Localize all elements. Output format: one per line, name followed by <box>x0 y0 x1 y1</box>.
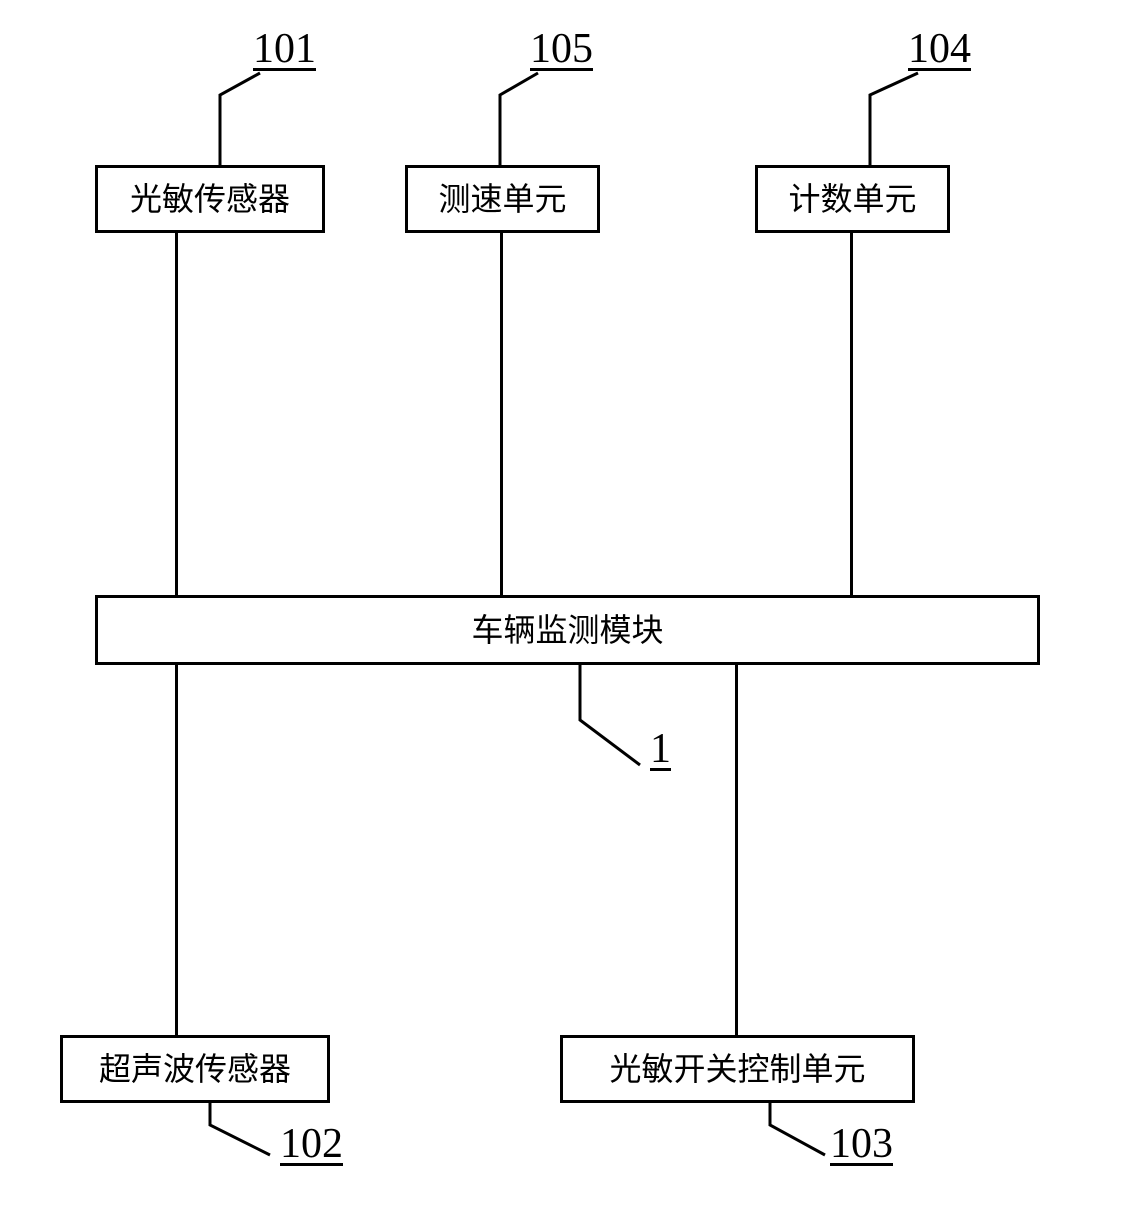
leader-105 <box>500 73 538 165</box>
leader-102 <box>210 1103 270 1155</box>
leader-104 <box>870 73 918 165</box>
ultrasonic-sensor-label: 超声波传感器 <box>99 1050 291 1088</box>
photo-sensor-label: 光敏传感器 <box>130 180 290 218</box>
connector-vehicle-ultrasonic <box>175 665 178 1035</box>
ref-1: 1 <box>650 725 671 773</box>
vehicle-module-label: 车辆监测模块 <box>471 611 663 649</box>
count-unit-box: 计数单元 <box>755 165 950 233</box>
leader-103 <box>770 1103 825 1155</box>
connector-count-unit-vehicle <box>850 233 853 595</box>
ref-102: 102 <box>280 1120 343 1168</box>
vehicle-module-box: 车辆监测模块 <box>95 595 1040 665</box>
ultrasonic-sensor-box: 超声波传感器 <box>60 1035 330 1103</box>
ref-103: 103 <box>830 1120 893 1168</box>
count-unit-label: 计数单元 <box>788 180 916 218</box>
leader-1 <box>580 665 640 765</box>
connector-vehicle-photo-switch <box>735 665 738 1035</box>
speed-unit-label: 测速单元 <box>438 180 566 218</box>
ref-105: 105 <box>530 25 593 73</box>
photo-switch-ctrl-box: 光敏开关控制单元 <box>560 1035 915 1103</box>
connector-photo-sensor-vehicle <box>175 233 178 595</box>
speed-unit-box: 测速单元 <box>405 165 600 233</box>
ref-101: 101 <box>253 25 316 73</box>
photo-sensor-box: 光敏传感器 <box>95 165 325 233</box>
photo-switch-ctrl-label: 光敏开关控制单元 <box>609 1050 865 1088</box>
leader-101 <box>220 73 260 165</box>
connector-speed-unit-vehicle <box>500 233 503 595</box>
ref-104: 104 <box>908 25 971 73</box>
